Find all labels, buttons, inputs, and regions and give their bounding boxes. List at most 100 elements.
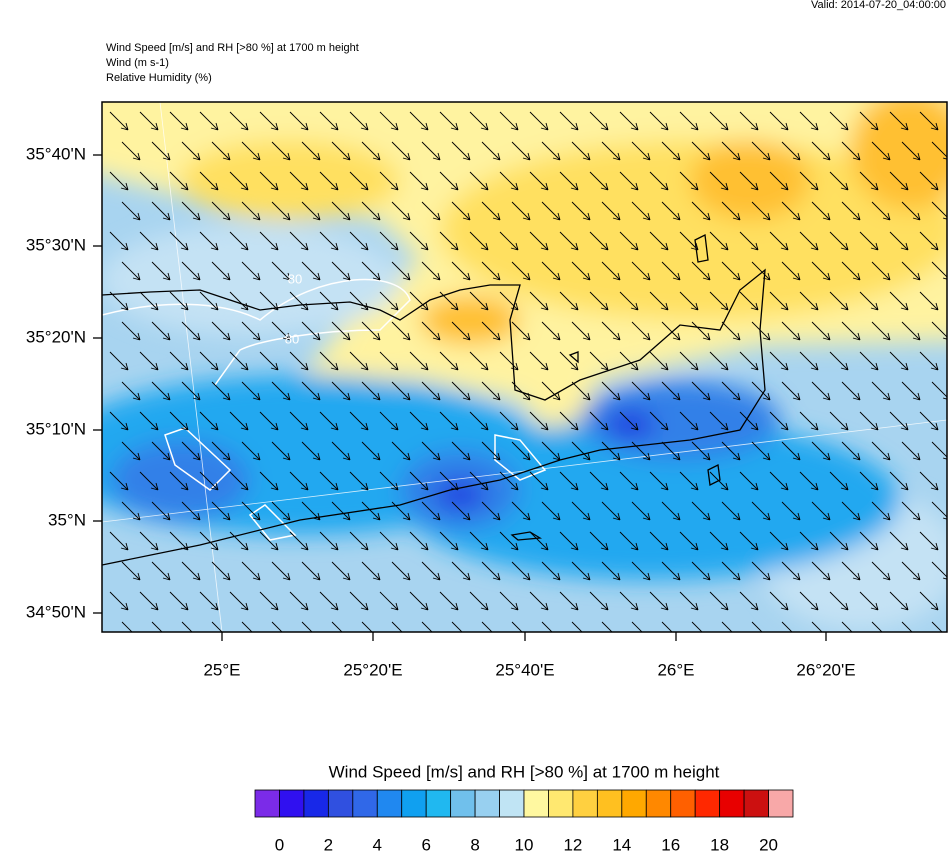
wind-arrow [151, 561, 171, 581]
wind-arrow [331, 261, 351, 281]
wind-arrow [811, 141, 831, 161]
wind-arrow [481, 621, 493, 632]
wind-arrow [679, 171, 699, 191]
wind-arrow [391, 561, 411, 581]
wind-arrow [469, 471, 489, 491]
wind-arrow [199, 411, 219, 431]
wind-arrow [109, 351, 129, 371]
wind-arrow [739, 471, 759, 491]
colorbar-box [450, 789, 476, 818]
wind-arrow [829, 231, 849, 251]
colorbar-box [474, 789, 500, 818]
wind-arrow [631, 381, 651, 401]
wind-arrow [739, 351, 759, 371]
wind-arrow [811, 321, 831, 341]
lat-label: 35°20'N [26, 327, 86, 346]
colorbar-box [327, 789, 354, 818]
wind-arrow [859, 231, 879, 251]
wind-arrow [751, 141, 771, 161]
wind-arrow [679, 111, 699, 131]
wind-arrow [259, 231, 279, 251]
wind-arrow [241, 321, 261, 341]
wind-arrow [229, 471, 249, 491]
wind-arrow [319, 231, 339, 251]
wind-arrow [241, 261, 261, 281]
wind-arrow [631, 141, 651, 161]
wind-arrow [271, 261, 291, 281]
wind-arrow [919, 411, 939, 431]
wind-arrow [121, 501, 141, 521]
wind-arrow [829, 351, 849, 371]
wind-arrow [889, 531, 909, 551]
wind-arrow [541, 321, 561, 341]
wind-arrow [799, 291, 819, 311]
wind-arrow [649, 231, 669, 251]
wind-arrow [511, 201, 531, 221]
wind-arrow [109, 111, 129, 131]
wind-arrow [151, 501, 171, 521]
wind-arrow [481, 141, 501, 161]
wind-arrow [211, 561, 231, 581]
wind-arrow [169, 291, 189, 311]
wind-arrow [889, 351, 909, 371]
wind-arrow [529, 351, 549, 371]
wind-arrow [589, 411, 609, 431]
wind-arrow [529, 171, 549, 191]
wind-arrow [661, 381, 681, 401]
wind-arrow [331, 381, 351, 401]
wind-arrow [739, 171, 759, 191]
wind-arrow [331, 561, 351, 581]
wind-arrow [721, 261, 741, 281]
wind-arrow [199, 231, 219, 251]
wind-arrow [229, 411, 249, 431]
wind-arrow [649, 111, 669, 131]
wind-arrow [931, 621, 943, 632]
wind-arrow [661, 501, 681, 521]
wind-arrow [919, 291, 939, 311]
wind-arrow [361, 501, 381, 521]
wind-arrow [361, 561, 381, 581]
wind-arrow [391, 621, 403, 632]
wind-arrow [241, 561, 261, 581]
wind-arrow [271, 441, 291, 461]
wind-arrow [739, 531, 759, 551]
wind-arrow [871, 441, 891, 461]
colorbar-box [694, 789, 721, 818]
wind-arrow [541, 141, 561, 161]
wind-arrow [481, 381, 501, 401]
wind-arrow [391, 321, 411, 341]
wind-arrow [151, 381, 171, 401]
wind-arrow [211, 621, 223, 632]
wind-arrow [781, 261, 801, 281]
wind-arrow [391, 201, 411, 221]
wind-arrow [349, 171, 369, 191]
wind-arrow [409, 531, 429, 551]
wind-arrow [181, 201, 201, 221]
wind-arrow [511, 141, 531, 161]
wind-arrow [619, 471, 639, 491]
wind-arrow [391, 381, 411, 401]
wind-arrow [709, 111, 729, 131]
wind-arrow [469, 231, 489, 251]
wind-arrow [871, 261, 891, 281]
wind-arrow [691, 321, 711, 341]
wind-arrow [769, 471, 789, 491]
wind-arrow [601, 561, 621, 581]
wind-arrow [469, 531, 489, 551]
wind-arrow [499, 471, 519, 491]
wind-arrow [781, 441, 801, 461]
wind-arrow [421, 381, 441, 401]
colorbar-tick-label: 16 [661, 835, 680, 854]
colorbar-tick-label: 12 [563, 835, 582, 854]
wind-arrow [451, 381, 471, 401]
wind-arrow [709, 351, 729, 371]
wind-arrow [661, 201, 681, 221]
wind-arrow [451, 321, 471, 341]
wind-arrow [169, 231, 189, 251]
wind-arrow [589, 231, 609, 251]
wind-arrow [379, 411, 399, 431]
wind-arrow [199, 351, 219, 371]
wind-arrow [241, 381, 261, 401]
wind-arrow [349, 231, 369, 251]
wind-arrow [409, 171, 429, 191]
